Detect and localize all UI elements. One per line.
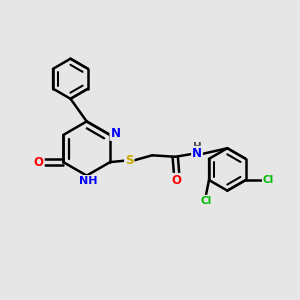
- Text: S: S: [125, 154, 134, 167]
- Text: N: N: [110, 127, 121, 140]
- Text: O: O: [172, 174, 182, 187]
- Text: NH: NH: [79, 176, 98, 186]
- Text: O: O: [34, 156, 44, 169]
- Text: N: N: [192, 147, 202, 160]
- Text: Cl: Cl: [200, 196, 212, 206]
- Text: Cl: Cl: [263, 175, 274, 185]
- Text: H: H: [193, 142, 201, 152]
